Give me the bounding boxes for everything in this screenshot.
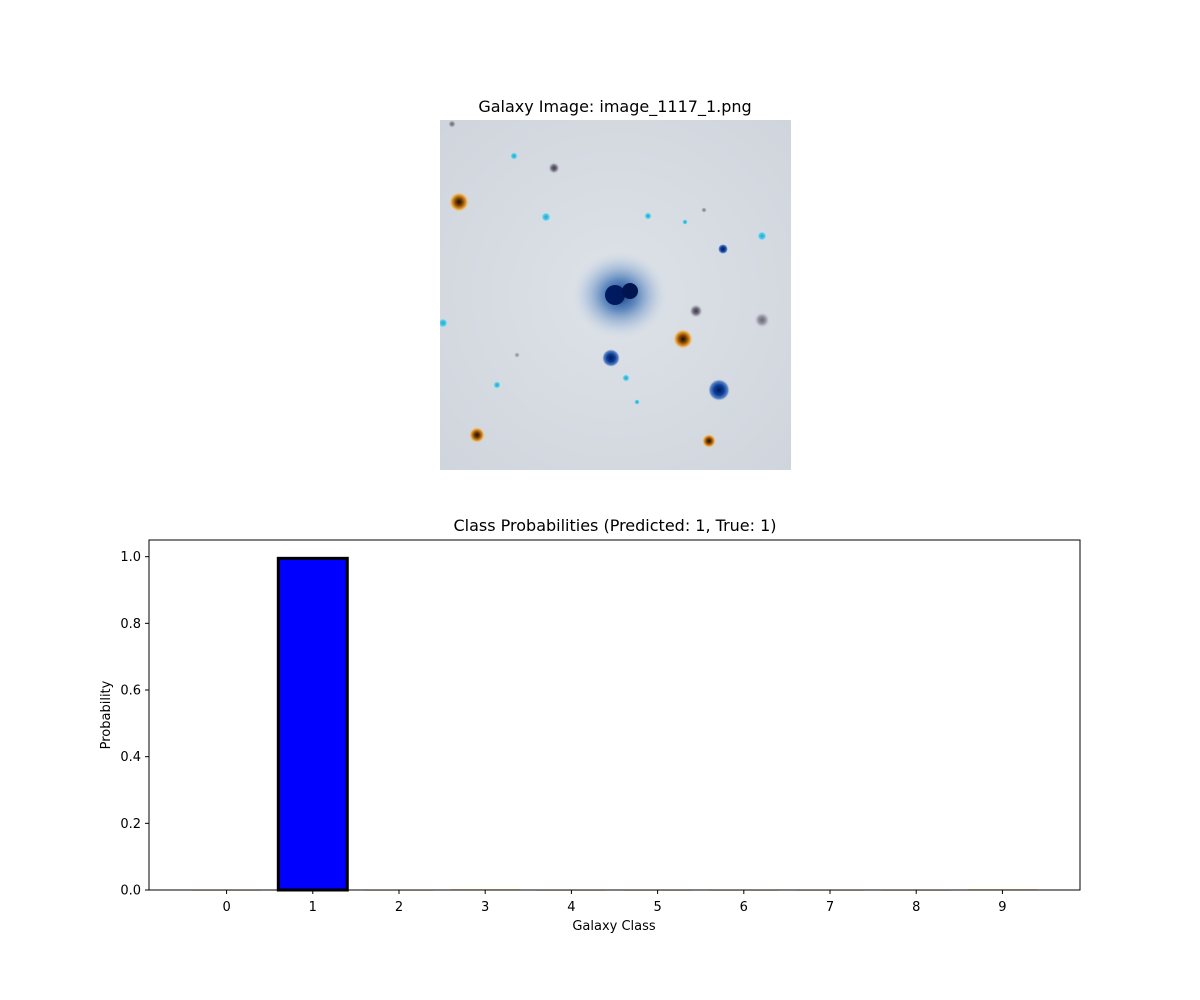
star-orange (449, 192, 469, 212)
galaxy-core (605, 285, 625, 305)
star-blue (718, 244, 728, 254)
y-axis-label: Probability (99, 680, 114, 749)
star-grey (754, 312, 770, 328)
star-cyan (682, 219, 688, 225)
star-orange (469, 427, 485, 443)
y-tick-label: 0.6 (120, 684, 141, 699)
x-tick-label: 3 (481, 900, 489, 915)
star-cyan (510, 152, 518, 160)
x-tick-label: 0 (222, 900, 230, 915)
star-cyan (493, 381, 501, 389)
y-tick-label: 1.0 (120, 550, 141, 565)
y-tick-label: 0.0 (120, 884, 141, 899)
x-axis-label: Galaxy Class (572, 919, 656, 934)
star-orange (702, 434, 716, 448)
x-axis-ticks: 0 1 2 3 4 5 6 7 8 9 (222, 890, 1007, 915)
x-tick-label: 4 (567, 900, 575, 915)
galaxy-core-secondary (622, 283, 638, 299)
x-tick-label: 9 (998, 900, 1006, 915)
star-grey (689, 304, 703, 318)
x-tick-label: 5 (653, 900, 661, 915)
x-tick-label: 7 (826, 900, 834, 915)
bar-class-1 (276, 556, 349, 892)
star-blue (602, 349, 620, 367)
star-cyan (541, 212, 551, 222)
image-title: Galaxy Image: image_1117_1.png (478, 97, 751, 117)
star-cyan (622, 374, 630, 382)
x-tick-label: 2 (395, 900, 403, 915)
star-grey (514, 352, 520, 358)
bar-series (192, 556, 1037, 892)
x-tick-label: 8 (912, 900, 920, 915)
star-blue (708, 379, 730, 401)
y-axis-ticks: 0.0 0.2 0.4 0.6 0.8 1.0 (120, 550, 149, 899)
y-tick-label: 0.8 (120, 617, 141, 632)
star-grey (448, 120, 456, 128)
y-tick-label: 0.4 (120, 750, 141, 765)
x-tick-label: 1 (309, 900, 317, 915)
star-cyan (440, 318, 448, 328)
star-cyan (644, 212, 652, 220)
star-orange (673, 329, 693, 349)
galaxy-image (440, 120, 791, 470)
star-grey (548, 162, 560, 174)
star-grey (701, 207, 707, 213)
chart-title: Class Probabilities (Predicted: 1, True:… (453, 516, 776, 535)
plot-frame (148, 539, 1081, 891)
y-tick-label: 0.2 (120, 817, 141, 832)
star-cyan (757, 231, 767, 241)
x-tick-label: 6 (740, 900, 748, 915)
star-cyan (634, 399, 640, 405)
